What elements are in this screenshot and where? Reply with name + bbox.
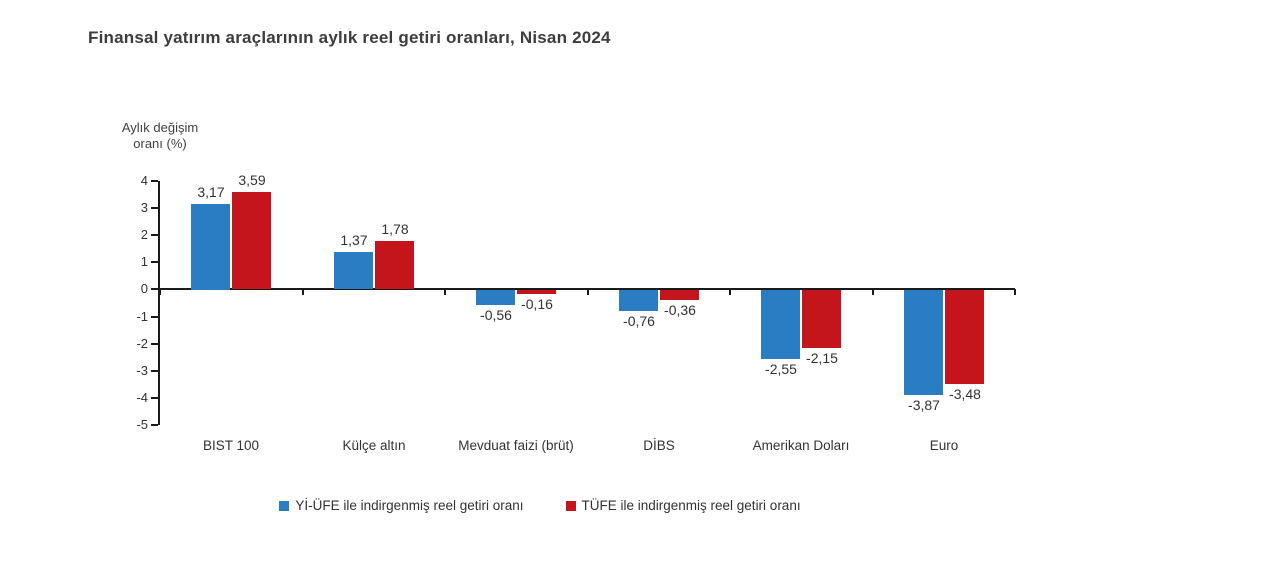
category-label-5: Amerikan Doları: [752, 438, 850, 453]
y-axis-title: Aylık değişim oranı (%): [100, 120, 220, 153]
legend-label: Yİ-ÜFE ile indirgenmiş reel getiri oranı: [295, 498, 524, 513]
y-axis-tick-label: -3: [136, 363, 148, 378]
x-axis-tick: [872, 289, 874, 295]
y-axis-tick: [151, 261, 158, 263]
y-axis-tick-label: 0: [140, 281, 148, 296]
y-axis-tick-label: 2: [140, 227, 148, 242]
y-axis-tick: [151, 234, 158, 236]
category-label-6: Euro: [929, 438, 959, 453]
bar-value-label: -0,56: [480, 307, 512, 323]
y-axis-tick-label: -2: [136, 336, 148, 351]
bar-tufe-2: [375, 241, 414, 289]
bar-yiufe-5: [761, 290, 800, 359]
category-label-4: DİBS: [643, 438, 675, 453]
y-axis-tick-label: -5: [136, 417, 148, 432]
bar-tufe-3: [517, 290, 556, 294]
x-axis-tick: [587, 289, 589, 295]
category-label-3: Mevduat faizi (brüt): [458, 438, 574, 453]
y-axis-tick: [151, 288, 158, 290]
bar-value-label: -0,76: [623, 313, 655, 329]
bar-value-label: -3,48: [949, 386, 981, 402]
chart-legend: Yİ-ÜFE ile indirgenmiş reel getiri oranı…: [160, 498, 920, 513]
legend-item-yiufe: Yİ-ÜFE ile indirgenmiş reel getiri oranı: [279, 498, 524, 513]
x-axis-tick: [444, 289, 446, 295]
bar-value-label: 1,37: [340, 232, 368, 248]
x-axis-tick: [302, 289, 304, 295]
bar-tufe-6: [945, 290, 984, 384]
category-label-2: Külçe altın: [342, 438, 406, 453]
bar-yiufe-3: [476, 290, 515, 305]
x-axis-tick: [729, 289, 731, 295]
y-axis-tick-label: 3: [140, 200, 148, 215]
y-axis-tick-label: -4: [136, 390, 148, 405]
category-label-1: BIST 100: [202, 438, 260, 453]
bar-value-label: -0,16: [521, 296, 553, 312]
y-axis-tick: [151, 424, 158, 426]
y-axis-tick: [151, 180, 158, 182]
y-axis-title-line2: oranı (%): [133, 136, 187, 152]
bar-tufe-1: [232, 192, 271, 289]
bar-tufe-5: [802, 290, 841, 348]
y-axis-tick: [151, 370, 158, 372]
legend-label: TÜFE ile indirgenmiş reel getiri oranı: [581, 498, 801, 513]
bar-value-label: -0,36: [664, 302, 696, 318]
y-axis-tick-label: 4: [140, 173, 148, 188]
x-axis-tick: [1014, 289, 1016, 295]
y-axis-line: [158, 181, 160, 425]
bar-yiufe-2: [334, 252, 373, 289]
bar-value-label: 1,78: [381, 221, 409, 237]
y-axis-tick: [151, 207, 158, 209]
bar-value-label: 3,59: [238, 172, 266, 188]
chart-title: Finansal yatırım araçlarının aylık reel …: [88, 28, 611, 47]
y-axis-tick: [151, 397, 158, 399]
bar-value-label: -3,87: [908, 397, 940, 413]
legend-swatch-icon: [279, 500, 290, 511]
x-axis-tick: [159, 289, 161, 295]
bar-value-label: 3,17: [197, 184, 225, 200]
y-axis-tick-label: -1: [136, 309, 148, 324]
y-axis-title-line1: Aylık değişim: [121, 120, 199, 135]
bar-yiufe-1: [191, 204, 230, 290]
bar-tufe-4: [660, 290, 699, 300]
bar-yiufe-6: [904, 290, 943, 395]
bar-value-label: -2,55: [765, 361, 797, 377]
legend-swatch-icon: [565, 500, 576, 511]
y-axis-tick: [151, 316, 158, 318]
legend-item-tufe: TÜFE ile indirgenmiş reel getiri oranı: [565, 498, 801, 513]
y-axis-tick-label: 1: [140, 254, 148, 269]
y-axis-tick: [151, 343, 158, 345]
bar-yiufe-4: [619, 290, 658, 311]
bar-value-label: -2,15: [806, 350, 838, 366]
